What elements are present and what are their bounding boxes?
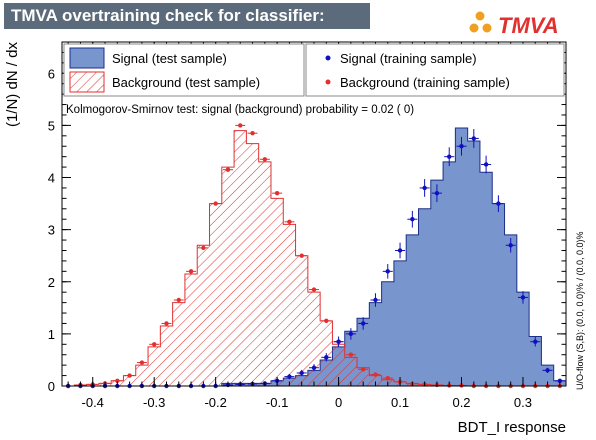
x-axis-label: BDT_I response [458,419,566,436]
signal-training-point [360,321,366,326]
signal-training-point [410,217,415,222]
legend-background-test-label: Background (test sample) [112,75,260,90]
signal-training-point [459,144,464,149]
background-training-point [373,372,378,377]
legend-signal-test-swatch [69,47,105,69]
signal-training-point [471,136,477,141]
background-training-point [151,342,157,347]
legend-background-test-swatch [69,71,105,93]
legend-training-box [305,43,565,97]
x-tick-label: -0.4 [82,395,104,410]
signal-training-point [385,269,390,274]
signal-training-point [373,297,378,303]
x-tick-label: -0.1 [266,395,288,410]
background-training-point [213,201,218,206]
background-training-point [299,253,304,258]
y-tick-label: 2 [48,275,55,290]
x-tick-label: -0.2 [204,395,226,410]
signal-training-point [299,370,304,376]
svg-text:TMVA: TMVA [498,13,559,38]
background-training-point [385,375,390,381]
background-training-point [287,219,292,225]
tmva-logo: TMVA [469,11,559,38]
background-test-histogram [62,130,566,387]
signal-training-point [545,368,550,373]
ks-test-text: Kolmogorov-Smirnov test: signal (backgro… [66,104,414,116]
signal-training-point [336,339,341,344]
background-training-point [139,360,145,365]
x-tick-label: 0.3 [514,395,532,410]
background-training-point [311,287,317,292]
background-training-point [324,318,329,324]
background-training-point [127,373,132,378]
signal-training-point [324,355,329,360]
signal-training-point [311,365,317,370]
y-tick-label: 0 [48,379,55,394]
signal-training-point [447,154,452,159]
y-tick-label: 3 [48,223,55,238]
y-tick-label: 5 [48,118,55,133]
background-training-point [250,131,255,136]
x-tick-label: 0 [335,395,342,410]
signal-training-point [348,331,354,337]
background-training-point [164,321,169,326]
signal-training-point [483,162,489,167]
background-training-point [176,297,181,303]
y-axis-label: (1/N) dN / dx [4,42,21,128]
legend-signal-training-label: Signal (training sample) [340,51,477,66]
background-training-point [262,157,268,162]
signal-training-point [287,374,292,379]
background-training-point [238,123,243,128]
background-training-point [225,167,231,172]
chart-title: TMVA overtraining check for classifier: … [4,3,370,51]
background-training-point [348,352,354,357]
signal-training-point [520,295,526,300]
legend-background-training-label: Background (training sample) [340,75,510,90]
y-tick-label: 4 [48,171,55,186]
signal-training-point [422,185,427,191]
overflow-text: U/O-flow (S,B): (0.0, 0.0)% / (0.0, 0.0)… [575,231,585,390]
signal-training-point [434,190,440,196]
signal-training-point [397,248,403,253]
background-training-point [115,378,120,383]
legend-signal-test-label: Signal (test sample) [112,51,227,66]
background-training-point [360,367,366,372]
background-training-point [274,190,280,196]
x-tick-label: 0.1 [391,395,409,410]
signal-training-point [533,339,538,344]
x-tick-label: -0.3 [143,395,165,410]
signal-training-point [508,243,513,248]
x-tick-label: 0.2 [452,395,470,410]
legend-background-training-marker [325,79,331,85]
background-training-point [201,245,206,251]
background-training-point [188,269,194,274]
y-tick-label: 6 [48,66,55,81]
signal-training-point [557,378,563,383]
y-tick-label: 1 [48,327,55,342]
signal-training-point [496,201,501,206]
legend-signal-training-marker [325,55,331,61]
